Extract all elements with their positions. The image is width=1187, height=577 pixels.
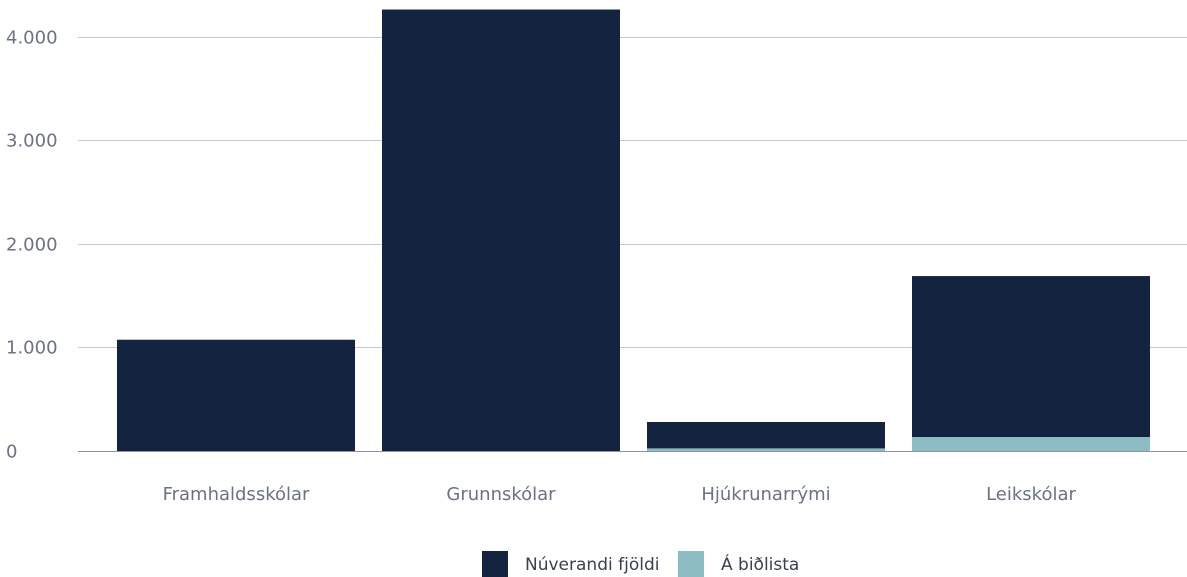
y-tick-label: 3.000	[6, 131, 58, 152]
x-axis: Framhaldsskólar Grunnskólar Hjúkrunarrými L…	[78, 451, 1187, 505]
legend: Núverandi fjöldi Á biðlista	[482, 551, 799, 577]
bar-nuverandi-fjoldi-leikskolar: Núverandi fjöldi: 1555	[912, 276, 1150, 438]
bar-nuverandi-fjoldi-framhaldsskolar: Núverandi fjöldi: 1075	[117, 339, 355, 451]
x-category-label: Hjúkrunarrými	[701, 484, 830, 505]
x-category-label: Leikskólar	[986, 484, 1076, 505]
x-category-label: Framhaldsskólar	[163, 484, 310, 505]
y-tick-label: 0	[6, 442, 17, 463]
bar-nuverandi-fjoldi-hjukrunarrymi: Núverandi fjöldi: 255	[647, 422, 885, 449]
bar-a-bidlista-hjukrunarrymi: Á biðlista: 25	[647, 448, 885, 451]
legend-swatch-nuverandi-fjoldi	[482, 551, 508, 577]
legend-swatch-a-bidlista	[678, 551, 704, 577]
y-tick-label: 4.000	[6, 28, 58, 49]
bars: Núverandi fjöldi: 1075Núverandi fjöldi: …	[117, 9, 1150, 451]
y-tick-label: 2.000	[6, 235, 58, 256]
y-tick-label: 1.000	[6, 338, 58, 359]
bar-nuverandi-fjoldi-grunnskolar: Núverandi fjöldi: 4265	[382, 9, 620, 451]
legend-label-nuverandi-fjoldi: Núverandi fjöldi	[525, 555, 659, 575]
legend-label-a-bidlista: Á biðlista	[721, 553, 799, 575]
y-axis: 0 1.000 2.000 3.000 4.000	[6, 28, 58, 463]
x-category-label: Grunnskólar	[446, 484, 556, 505]
bar-a-bidlista-leikskolar: Á biðlista: 135	[912, 437, 1150, 451]
